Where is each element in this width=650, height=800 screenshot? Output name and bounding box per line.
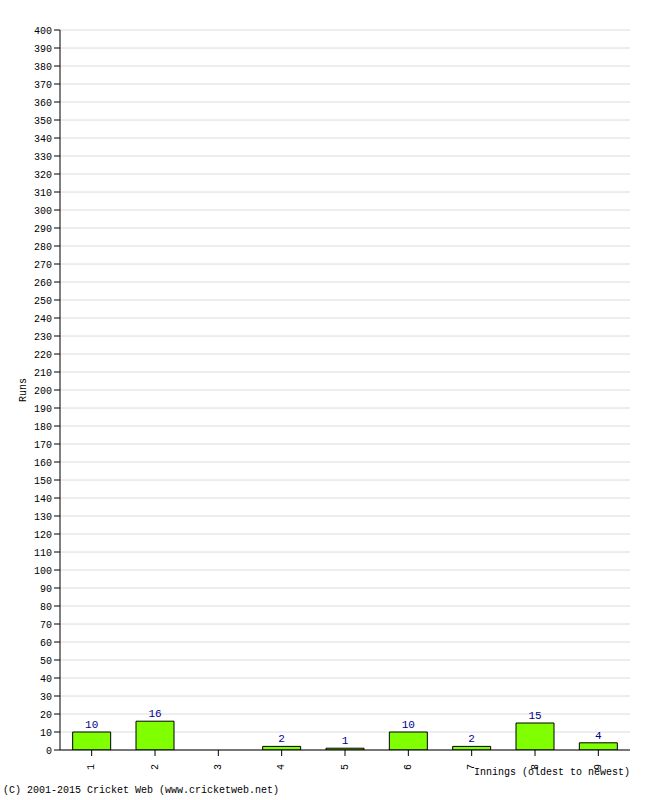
svg-text:270: 270 xyxy=(34,260,52,271)
svg-text:250: 250 xyxy=(34,296,52,307)
svg-text:150: 150 xyxy=(34,476,52,487)
html-text:(C) 2001-2015 Cricket Web (www: (C) 2001-2015 Cricket Web (www.cricketwe… xyxy=(3,785,279,796)
svg-text:10: 10 xyxy=(402,719,415,731)
svg-text:70: 70 xyxy=(40,620,52,631)
svg-text:40: 40 xyxy=(40,674,52,685)
svg-text:370: 370 xyxy=(34,80,52,91)
svg-text:210: 210 xyxy=(34,368,52,379)
svg-text:15: 15 xyxy=(528,710,541,722)
svg-text:110: 110 xyxy=(34,548,52,559)
svg-text:100: 100 xyxy=(34,566,52,577)
svg-text:320: 320 xyxy=(34,170,52,181)
svg-text:390: 390 xyxy=(34,44,52,55)
svg-text:140: 140 xyxy=(34,494,52,505)
svg-text:2: 2 xyxy=(278,733,285,745)
svg-text:220: 220 xyxy=(34,350,52,361)
svg-text:200: 200 xyxy=(34,386,52,397)
svg-text:90: 90 xyxy=(40,584,52,595)
svg-text:60: 60 xyxy=(40,638,52,649)
svg-text:190: 190 xyxy=(34,404,52,415)
html-text:Innings (oldest to newest): Innings (oldest to newest) xyxy=(474,767,630,778)
svg-text:350: 350 xyxy=(34,116,52,127)
svg-text:130: 130 xyxy=(34,512,52,523)
svg-text:230: 230 xyxy=(34,332,52,343)
svg-text:360: 360 xyxy=(34,98,52,109)
svg-text:6: 6 xyxy=(403,764,414,770)
svg-text:180: 180 xyxy=(34,422,52,433)
svg-text:2: 2 xyxy=(468,733,475,745)
svg-text:280: 280 xyxy=(34,242,52,253)
svg-text:330: 330 xyxy=(34,152,52,163)
svg-text:400: 400 xyxy=(34,26,52,37)
svg-text:3: 3 xyxy=(213,764,224,770)
svg-text:Runs: Runs xyxy=(18,378,29,402)
svg-text:16: 16 xyxy=(148,708,161,720)
svg-text:7: 7 xyxy=(466,764,478,770)
svg-text:10: 10 xyxy=(85,719,98,731)
svg-text:1: 1 xyxy=(342,735,349,747)
svg-text:290: 290 xyxy=(34,224,52,235)
svg-text:160: 160 xyxy=(34,458,52,469)
svg-text:380: 380 xyxy=(34,62,52,73)
svg-text:4: 4 xyxy=(595,730,602,742)
svg-text:300: 300 xyxy=(34,206,52,217)
svg-text:80: 80 xyxy=(40,602,52,613)
svg-text:310: 310 xyxy=(34,188,52,199)
svg-text:120: 120 xyxy=(34,530,52,541)
svg-text:170: 170 xyxy=(34,440,52,451)
svg-text:50: 50 xyxy=(40,656,52,667)
svg-text:260: 260 xyxy=(34,278,52,289)
svg-text:240: 240 xyxy=(34,314,52,325)
svg-text:0: 0 xyxy=(46,746,52,757)
svg-text:340: 340 xyxy=(34,134,52,145)
svg-text:4: 4 xyxy=(276,764,287,770)
svg-text:2: 2 xyxy=(150,764,161,770)
svg-text:5: 5 xyxy=(340,764,351,770)
svg-text:1: 1 xyxy=(86,764,97,770)
svg-text:20: 20 xyxy=(40,710,52,721)
svg-text:10: 10 xyxy=(40,728,52,739)
svg-text:30: 30 xyxy=(40,692,52,703)
